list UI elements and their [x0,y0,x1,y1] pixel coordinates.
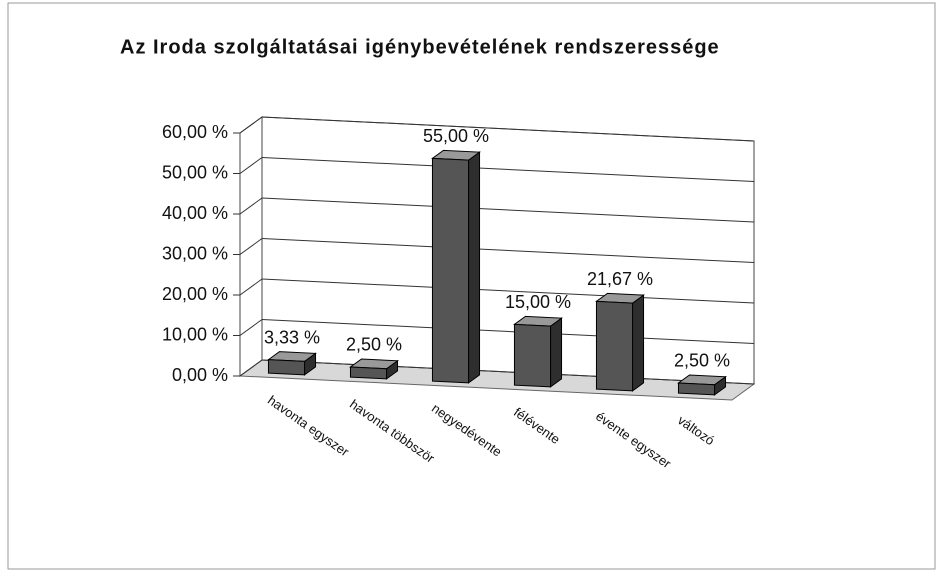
grid-line [239,319,263,336]
y-tick-label: 0,00 % [172,365,228,385]
grid-line [261,278,755,304]
y-tick-label: 40,00 % [162,203,228,223]
value-label: 2,50 % [346,335,402,355]
bar [267,359,306,376]
grid-line [239,157,263,174]
bar-side [632,294,645,392]
value-label: 21,67 % [587,269,653,289]
bar [595,300,634,392]
grid-line [261,319,755,344]
grid-line [261,116,755,142]
grid-line [261,359,755,385]
y-tick-label: 10,00 % [162,324,228,344]
value-label: 2,50 % [674,351,730,371]
grid-line [239,278,263,296]
grid-line [239,197,263,215]
grid-line [261,157,755,182]
bar-side [468,151,481,384]
grid-line [239,359,263,377]
y-tick-label: 30,00 % [162,243,228,263]
value-label: 55,00 % [423,126,489,146]
grid-line [261,238,755,263]
grid-line [239,116,263,134]
grid-line [239,238,263,255]
bar [349,366,388,380]
y-tick-label: 50,00 % [162,162,228,182]
bar [513,323,552,388]
grid-line [261,197,755,223]
chart-title: Az Iroda szolgáltatásai igénybevételének… [120,36,720,58]
bar-side [550,317,563,388]
bar [431,157,470,384]
bar [677,382,716,396]
y-tick-label: 60,00 % [162,122,228,142]
y-tick-label: 20,00 % [162,284,228,304]
value-label: 3,33 % [264,327,320,347]
value-label: 15,00 % [505,292,571,312]
